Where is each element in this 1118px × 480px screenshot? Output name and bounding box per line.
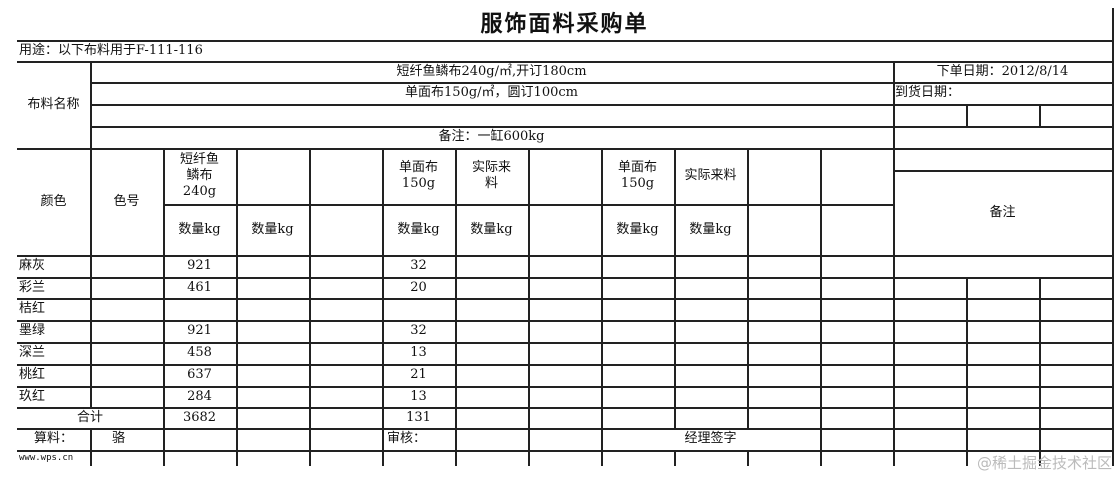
row-qty-b: 32: [410, 322, 427, 338]
grid-line: [966, 104, 968, 126]
grid-line: [17, 40, 1113, 42]
purpose-text: 用途：以下布料用于F-111-116: [19, 42, 203, 58]
grid-line: [17, 428, 1113, 430]
header-qty: 数量kg: [397, 221, 440, 237]
total-b: 131: [406, 409, 431, 425]
grid-line: [90, 61, 92, 407]
grid-line: [17, 61, 1113, 63]
row-qty-a: 921: [187, 322, 212, 338]
grid-line: [601, 148, 603, 466]
grid-line: [528, 148, 530, 466]
grid-line: [1112, 8, 1114, 466]
header-fabric-a: 短纤鱼 鳞布 240g: [179, 152, 219, 199]
grid-line: [820, 148, 822, 466]
grid-line: [17, 320, 1113, 322]
row-qty-b: 21: [410, 366, 427, 382]
grid-line: [17, 450, 1113, 452]
header-fabric-b: 单面布 150g: [398, 160, 438, 191]
calc-value: 骆: [112, 431, 126, 446]
row-color: 玖红: [19, 388, 46, 404]
row-color: 墨绿: [19, 322, 46, 338]
row-color: 桔红: [19, 300, 46, 316]
fabric-1: 短纤鱼鳞布240g/㎡,开订180cm: [396, 63, 587, 79]
grid-line: [17, 148, 1113, 150]
grid-line: [17, 386, 1113, 388]
header-actual-a: 实际来 料: [471, 160, 511, 191]
header-fabric-c: 单面布 150g: [617, 160, 657, 191]
header-qty: 数量kg: [689, 221, 732, 237]
row-qty-b: 20: [410, 279, 427, 295]
row-color: 桃红: [19, 366, 46, 382]
grid-line: [455, 148, 457, 466]
header-remarks: 备注: [989, 204, 1016, 220]
row-qty-a: 461: [187, 279, 212, 295]
grid-line: [674, 450, 676, 466]
header-qty: 数量kg: [470, 221, 513, 237]
row-color: 彩兰: [19, 279, 46, 295]
row-qty-a: 284: [187, 388, 212, 404]
header-qty: 数量kg: [251, 221, 294, 237]
row-qty-b: 13: [410, 344, 427, 360]
grid-line: [309, 148, 311, 466]
order-date: 下单日期：2012/8/14: [936, 63, 1069, 79]
row-qty-a: 458: [187, 344, 212, 360]
header-color: 颜色: [40, 193, 67, 209]
grid-line: [163, 148, 165, 466]
header-color-code: 色号: [113, 193, 140, 209]
row-qty-a: [163, 298, 236, 319]
header-qty: 数量kg: [616, 221, 659, 237]
total-a: 3682: [182, 409, 217, 425]
grid-line: [17, 364, 1113, 366]
grid-line: [1039, 104, 1041, 126]
grid-line: [382, 148, 384, 466]
grid-line: [747, 148, 749, 428]
site-text: www.wps.cn: [19, 453, 74, 463]
arrival-date: 到货日期：: [895, 85, 961, 100]
review-label: 审核：: [387, 431, 427, 446]
row-color: 深兰: [19, 344, 46, 360]
page-title: 服饰面料采购单: [480, 11, 649, 37]
grid-line: [966, 277, 968, 466]
grid-line: [17, 407, 1113, 409]
grid-line: [893, 170, 1113, 172]
header-qty: 数量kg: [178, 221, 221, 237]
grid-line: [17, 255, 1113, 257]
row-qty-b: [382, 298, 455, 319]
grid-line: [90, 82, 1113, 84]
grid-line: [90, 428, 92, 466]
grid-line: [1039, 277, 1041, 466]
grid-line: [17, 277, 1113, 279]
calc-label: 算料：: [33, 431, 73, 446]
fabric-name-label: 布料名称: [27, 96, 80, 112]
fabric-note: 备注：一缸600kg: [438, 129, 545, 144]
manager-sign-label: 经理签字: [684, 431, 737, 446]
row-qty-b: 32: [410, 257, 427, 273]
grid-line: [17, 342, 1113, 344]
fabric-2: 单面布150g/㎡，圆订100cm: [405, 85, 578, 100]
grid-line: [674, 148, 676, 428]
header-actual-c: 实际来料: [684, 168, 737, 183]
row-qty-a: 637: [187, 366, 212, 382]
row-qty-b: 13: [410, 388, 427, 404]
grid-line: [747, 450, 749, 466]
grid-line: [236, 148, 238, 466]
grid-line: [893, 61, 895, 466]
row-color: 麻灰: [19, 257, 46, 273]
watermark: @稀土掘金技术社区: [976, 454, 1112, 472]
grid-line: [17, 298, 1113, 300]
grid-line: [90, 126, 1113, 128]
row-qty-a: 921: [187, 257, 212, 273]
grid-line: [90, 104, 1113, 106]
total-label: 合计: [76, 409, 103, 425]
